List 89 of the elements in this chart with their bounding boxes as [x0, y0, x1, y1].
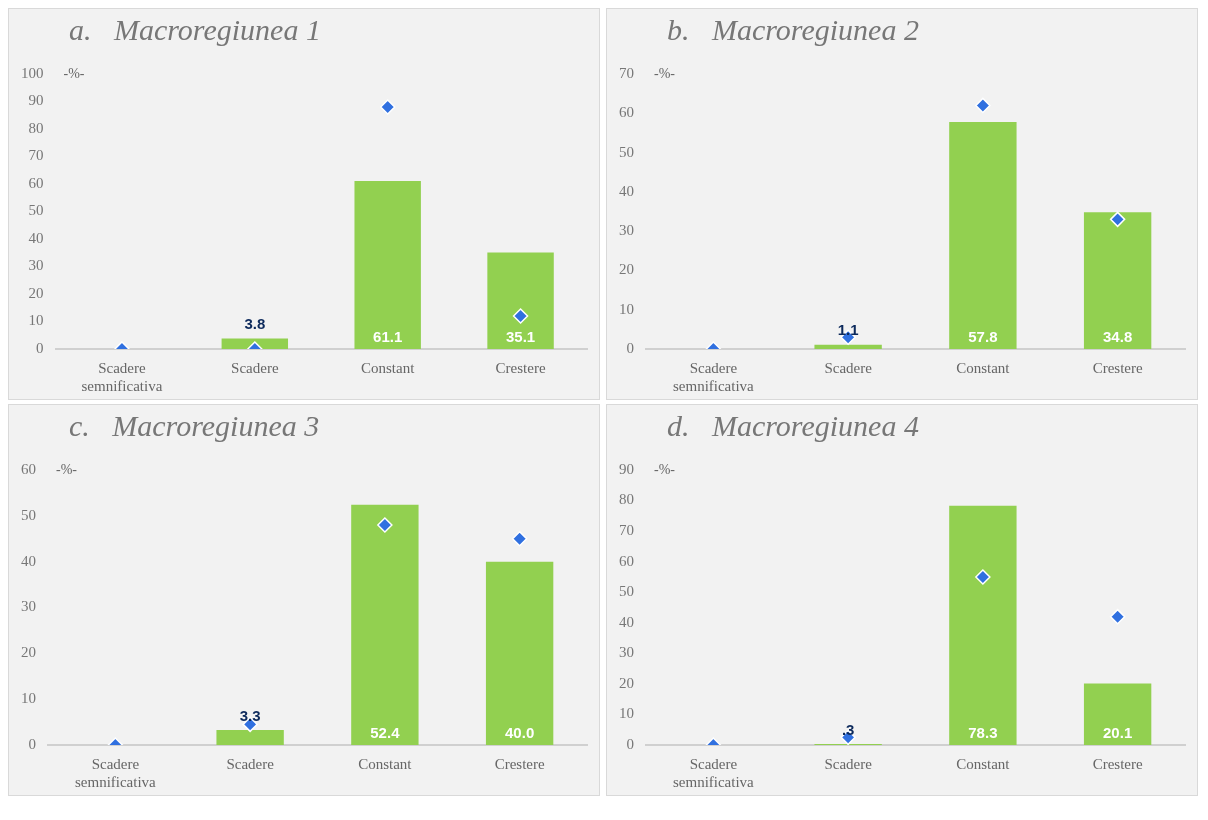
data-label: 78.3: [968, 723, 998, 741]
x-tick-label: Constant: [358, 755, 413, 772]
y-tick-label: 90: [28, 92, 44, 109]
y-axis-title: -%-: [56, 461, 78, 477]
y-tick-label: 60: [619, 552, 634, 569]
y-tick-label: 50: [21, 506, 36, 523]
x-tick-label: Constant: [956, 359, 1011, 376]
y-tick-label: 0: [626, 735, 634, 752]
y-tick-label: 40: [21, 552, 36, 569]
y-tick-label: 10: [619, 300, 634, 317]
bar: [949, 505, 1017, 745]
x-tick-label: Crestere: [495, 359, 546, 376]
point: [377, 517, 393, 533]
point: [1109, 211, 1126, 228]
x-tick-label: Scadere: [824, 359, 873, 376]
point: [511, 531, 528, 547]
x-tick-label: Crestere: [494, 755, 545, 772]
y-tick-label: 90: [619, 460, 634, 477]
x-tick-label: Scadere: [226, 755, 275, 772]
data-label: 20.1: [1103, 723, 1133, 741]
data-label: 61.1: [373, 327, 403, 345]
y-tick-label: 10: [28, 312, 44, 329]
y-tick-label: 10: [21, 690, 36, 707]
y-tick-label: 80: [28, 119, 44, 136]
y-tick-label: 0: [626, 339, 634, 356]
y-tick-label: 40: [619, 613, 634, 630]
y-tick-label: 100: [21, 64, 44, 81]
y-tick-label: 30: [28, 257, 44, 274]
x-tick-label: Crestere: [1092, 755, 1143, 772]
data-label: 3.3: [239, 706, 261, 724]
y-tick-label: 60: [619, 104, 634, 121]
y-axis-title: -%-: [654, 65, 676, 81]
point: [975, 97, 991, 114]
chart-title: d. Macroregiunea 4: [666, 408, 920, 444]
data-label: 35.1: [505, 327, 536, 345]
x-tick-label: Scadere: [231, 359, 279, 376]
bar: [485, 561, 554, 745]
bar: [814, 344, 882, 349]
x-tick-label: Crestere: [1092, 359, 1143, 376]
bar: [221, 338, 289, 349]
y-tick-label: 30: [21, 598, 36, 615]
x-tick-label: Scadere semnificativa: [74, 755, 157, 790]
data-label: 52.4: [370, 723, 401, 741]
x-tick-label: Scadere: [824, 755, 873, 772]
x-tick-label: Scadere semnificativa: [81, 359, 163, 394]
y-tick-label: 0: [36, 339, 44, 356]
data-label: 40.0: [505, 723, 535, 741]
y-tick-label: 40: [619, 182, 634, 199]
y-tick-label: 50: [619, 143, 634, 160]
y-tick-label: 30: [619, 644, 634, 661]
data-label: 57.8: [968, 327, 998, 345]
y-tick-label: 20: [21, 644, 36, 661]
chart-title: b. Macroregiunea 2: [666, 12, 920, 48]
y-tick-label: 0: [28, 735, 36, 752]
bar: [1083, 212, 1152, 349]
bar: [354, 180, 421, 349]
x-tick-label: Scadere semnificativa: [672, 755, 755, 790]
y-axis-title: -%-: [654, 461, 676, 477]
y-tick-label: 70: [619, 522, 634, 539]
data-label: 34.8: [1103, 327, 1133, 345]
y-tick-label: 40: [28, 229, 44, 246]
y-tick-label: 20: [619, 674, 634, 691]
y-tick-label: 20: [28, 284, 44, 301]
bar: [216, 729, 284, 745]
y-tick-label: 70: [619, 64, 634, 81]
y-tick-label: 80: [619, 491, 634, 508]
x-tick-label: Scadere semnificativa: [672, 359, 755, 394]
bar: [1083, 683, 1152, 745]
bar: [949, 121, 1017, 349]
point: [975, 569, 991, 585]
y-tick-label: 30: [619, 222, 634, 239]
bar: [487, 252, 554, 349]
data-label: .3: [841, 720, 855, 738]
data-label: 3.8: [244, 315, 266, 333]
y-tick-label: 60: [21, 460, 36, 477]
y-tick-label: 50: [619, 583, 634, 600]
x-tick-label: Constant: [956, 755, 1011, 772]
x-tick-label: Constant: [361, 359, 416, 376]
point: [1109, 608, 1126, 625]
y-tick-label: 70: [28, 147, 44, 164]
y-tick-label: 60: [28, 174, 44, 191]
chart-title: c. Macroregiunea 3: [68, 408, 321, 444]
bar: [351, 504, 419, 745]
y-axis-title: -%-: [63, 65, 85, 81]
y-tick-label: 10: [619, 705, 634, 722]
y-tick-label: 20: [619, 261, 634, 278]
chart-title: a. Macroregiunea 1: [68, 12, 322, 48]
y-tick-label: 50: [28, 202, 44, 219]
data-label: 1.1: [837, 321, 859, 339]
